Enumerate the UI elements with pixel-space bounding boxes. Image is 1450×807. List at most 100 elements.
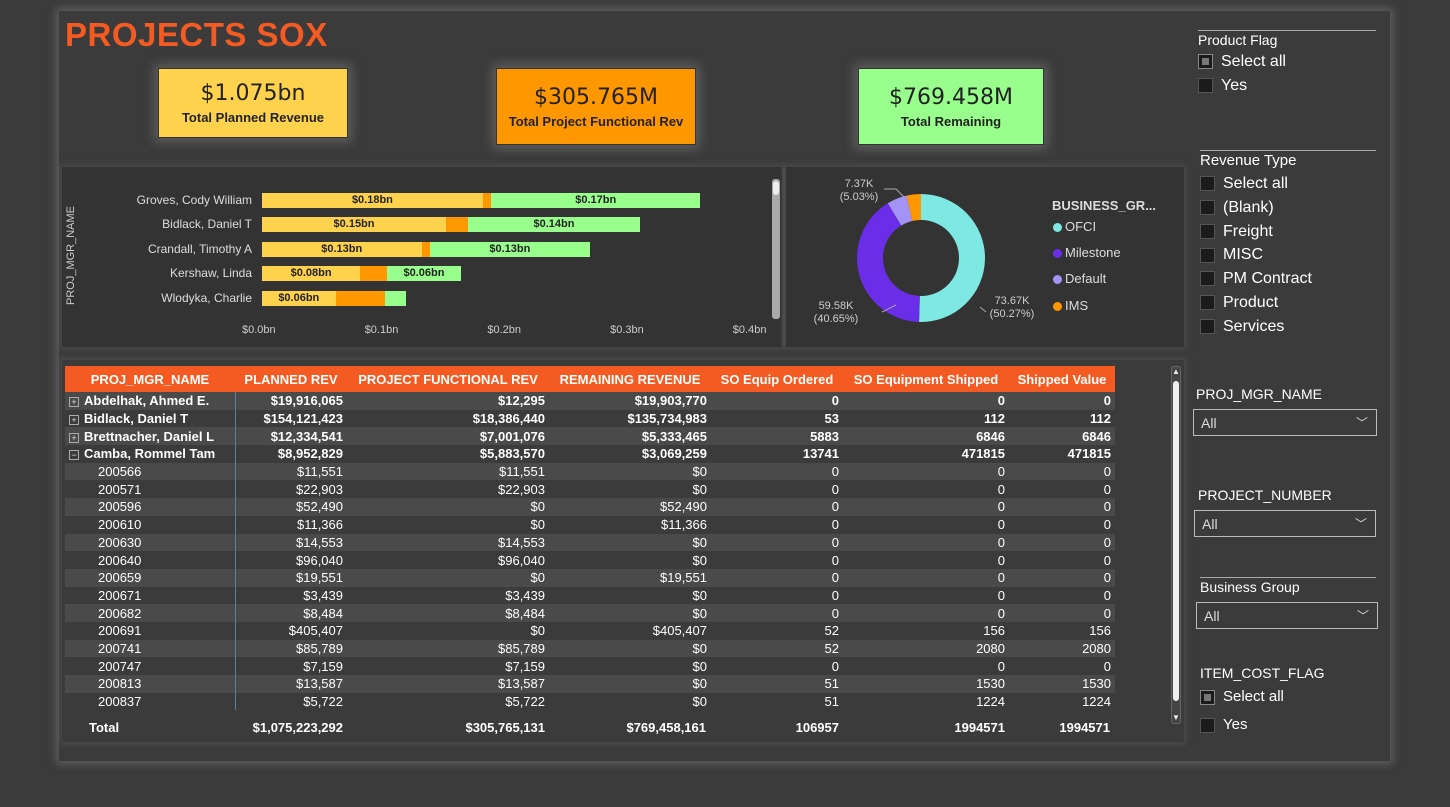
item-cost-flag-select-all[interactable]: Select all xyxy=(1200,688,1284,705)
table-row[interactable]: 200566 $11,551 $11,551 $0 0 0 0 xyxy=(65,462,1115,481)
table-row[interactable]: 200571 $22,903 $22,903 $0 0 0 0 xyxy=(65,480,1115,499)
table-cell: − Camba, Rommel Tam xyxy=(65,445,236,463)
table-row[interactable]: 200682 $8,484 $8,484 $0 0 0 0 xyxy=(65,604,1115,622)
table-cell: $3,069,259 xyxy=(549,445,711,463)
row-label: Bidlack, Daniel T xyxy=(84,411,189,427)
column-header-proj-mgr-name[interactable]: PROJ_MGR_NAME xyxy=(65,366,235,392)
donut-slice-ims[interactable] xyxy=(906,194,921,221)
bar-chart-scrollbar[interactable] xyxy=(772,179,780,319)
expand-icon[interactable]: + xyxy=(69,432,79,443)
checkbox[interactable] xyxy=(1198,78,1213,94)
table-row[interactable]: + Abdelhak, Ahmed E. $19,916,065 $12,295 $19… xyxy=(65,392,1115,410)
table-cell: + Abdelhak, Ahmed E. xyxy=(65,392,236,410)
expand-icon[interactable]: + xyxy=(69,397,79,408)
product-flag-select-all[interactable]: Select all xyxy=(1198,53,1286,71)
bar-segment[interactable] xyxy=(421,242,431,257)
bar-segment[interactable]: $0.14bn xyxy=(468,217,640,232)
x-axis-tick-label: $0.2bn xyxy=(487,324,522,336)
checkbox[interactable] xyxy=(1200,223,1215,239)
bar-segment[interactable] xyxy=(384,291,406,306)
bar-segment[interactable] xyxy=(482,193,492,208)
revenue-type-item[interactable]: (Blank) xyxy=(1200,199,1274,217)
legend-item-ims[interactable]: IMS xyxy=(1053,298,1088,313)
table-cell: $0 xyxy=(549,604,711,622)
table-row[interactable]: 200659 $19,551 $0 $19,551 0 0 0 xyxy=(65,568,1115,587)
checkbox[interactable] xyxy=(1200,717,1215,733)
revenue-type-item[interactable]: MISC xyxy=(1200,246,1263,264)
table-row[interactable]: 200747 $7,159 $7,159 $0 0 0 0 xyxy=(65,657,1115,675)
bar-segment[interactable] xyxy=(335,291,385,306)
table-row[interactable]: − Camba, Rommel Tam $8,952,829 $5,883,570 $3… xyxy=(65,445,1115,463)
bar-segment[interactable]: $0.06bn xyxy=(387,266,461,281)
checkbox[interactable] xyxy=(1200,176,1215,192)
kpi-total-planned-revenue[interactable]: $1.075bn Total Planned Revenue xyxy=(158,68,348,138)
table-cell: $0 xyxy=(549,692,711,711)
bar-segment[interactable]: $0.08bn xyxy=(262,266,361,281)
revenue-type-item[interactable]: Product xyxy=(1200,294,1278,312)
table-row[interactable]: 200640 $96,040 $96,040 $0 0 0 0 xyxy=(65,551,1115,569)
kpi-total-remaining[interactable]: $769.458M Total Remaining xyxy=(858,68,1044,145)
column-header-project-functional-rev[interactable]: PROJECT FUNCTIONAL REV xyxy=(347,366,549,392)
revenue-type-item[interactable]: PM Contract xyxy=(1200,270,1312,288)
column-header-remaining-revenue[interactable]: REMAINING REVENUE xyxy=(549,366,711,392)
checkbox[interactable] xyxy=(1200,271,1215,287)
bar-category-label: Bidlack, Daniel T xyxy=(162,217,252,231)
legend-item-ofci[interactable]: OFCI xyxy=(1053,219,1096,234)
table-row[interactable]: + Bidlack, Daniel T $154,121,423 $18,386,44… xyxy=(65,409,1115,428)
legend-item-default[interactable]: Default xyxy=(1053,271,1106,286)
table-row[interactable]: 200691 $405,407 $0 $405,407 52 156 156 xyxy=(65,621,1115,640)
table-cell: 156 xyxy=(1009,621,1115,640)
bar-chart-card[interactable]: PROJ_MGR_NAME Groves, Cody William $0.18b… xyxy=(62,167,782,347)
collapse-icon[interactable]: − xyxy=(69,450,79,461)
business-group-dropdown[interactable]: All ﹀ xyxy=(1196,602,1378,629)
bar-segment[interactable]: $0.06bn xyxy=(262,291,336,306)
table-row[interactable]: 200630 $14,553 $14,553 $0 0 0 0 xyxy=(65,533,1115,552)
expand-icon[interactable]: + xyxy=(69,415,79,426)
proj-mgr-name-dropdown[interactable]: All ﹀ xyxy=(1193,409,1377,436)
project-number-dropdown[interactable]: All ﹀ xyxy=(1194,510,1376,537)
checkbox[interactable] xyxy=(1200,200,1215,216)
product-flag-yes[interactable]: Yes xyxy=(1198,77,1247,95)
checkbox[interactable] xyxy=(1200,319,1215,335)
donut-slice-milestone[interactable] xyxy=(857,203,920,322)
matrix-table[interactable]: PROJ_MGR_NAME PLANNED REV PROJECT FUNCTI… xyxy=(65,366,1116,711)
table-cell: 0 xyxy=(843,462,1009,481)
column-header-shipped-value[interactable]: Shipped Value xyxy=(1009,366,1115,392)
column-header-planned-rev[interactable]: PLANNED REV xyxy=(235,366,347,392)
bar-segment[interactable] xyxy=(360,266,388,281)
donut-slice-ofci[interactable] xyxy=(919,194,985,322)
table-row[interactable]: 200837 $5,722 $5,722 $0 51 1224 1224 xyxy=(65,692,1115,711)
table-row[interactable]: 200596 $52,490 $0 $52,490 0 0 0 xyxy=(65,498,1115,516)
table-cell: $3,439 xyxy=(347,586,549,605)
column-header-so-equipment-shipped[interactable]: SO Equipment Shipped xyxy=(843,366,1009,392)
donut-chart-card[interactable]: 7.37K (5.03%) 59.58K (40.65%) 73.67K (50… xyxy=(786,167,1184,347)
table-row[interactable]: 200813 $13,587 $13,587 $0 51 1530 1530 xyxy=(65,675,1115,693)
checkbox-label: Yes xyxy=(1221,77,1248,94)
revenue-type-item[interactable]: Select all xyxy=(1200,175,1288,193)
bar-segment[interactable]: $0.17bn xyxy=(491,193,701,208)
table-row[interactable]: + Brettnacher, Daniel L $12,334,541 $7,001,… xyxy=(65,427,1115,446)
revenue-type-item[interactable]: Freight xyxy=(1200,223,1273,241)
row-label: 200691 xyxy=(98,623,142,639)
column-header-so-equip-ordered[interactable]: SO Equip Ordered xyxy=(711,366,843,392)
checkbox-partial[interactable] xyxy=(1200,689,1215,705)
bar-segment[interactable]: $0.13bn xyxy=(430,242,590,257)
table-row[interactable]: 200741 $85,789 $85,789 $0 52 2080 2080 xyxy=(65,639,1115,658)
item-cost-flag-yes[interactable]: Yes xyxy=(1200,716,1247,733)
table-row[interactable]: 200671 $3,439 $3,439 $0 0 0 0 xyxy=(65,586,1115,605)
checkbox-label: Yes xyxy=(1223,716,1248,733)
revenue-type-item[interactable]: Services xyxy=(1200,318,1284,336)
bar-segment[interactable]: $0.15bn xyxy=(262,217,447,232)
table-row[interactable]: 200610 $11,366 $0 $11,366 0 0 0 xyxy=(65,515,1115,534)
kpi-total-project-functional-rev[interactable]: $305.765M Total Project Functional Rev xyxy=(496,68,696,145)
bar-segment[interactable] xyxy=(446,217,469,232)
table-scrollbar[interactable]: ▲ ▼ xyxy=(1171,366,1181,724)
table-cell: 0 xyxy=(711,657,843,675)
checkbox-partial[interactable] xyxy=(1198,54,1213,70)
donut-slice-default[interactable] xyxy=(887,195,913,226)
bar-segment[interactable]: $0.13bn xyxy=(262,242,422,257)
checkbox[interactable] xyxy=(1200,247,1215,263)
checkbox[interactable] xyxy=(1200,295,1215,311)
bar-segment[interactable]: $0.18bn xyxy=(262,193,483,208)
legend-item-milestone[interactable]: Milestone xyxy=(1053,245,1121,260)
